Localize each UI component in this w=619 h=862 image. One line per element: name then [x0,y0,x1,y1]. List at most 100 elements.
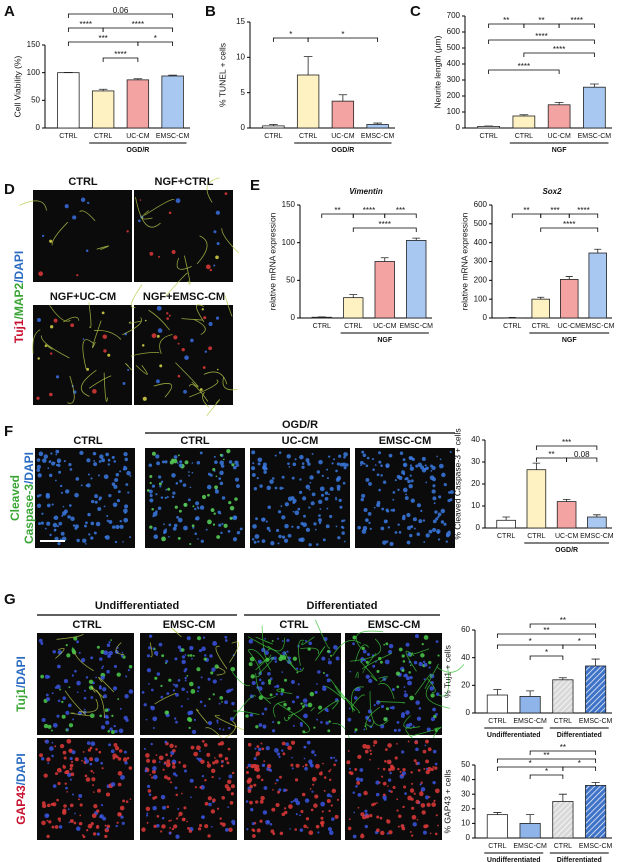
cell [123,452,128,457]
y-tick-label: 60 [461,625,470,634]
cell [145,718,148,721]
cell [43,454,49,459]
cell [85,484,88,487]
cell [122,757,128,762]
cell [249,800,253,805]
cell [207,796,212,801]
significance-label: 0.06 [113,6,129,15]
cell [196,460,201,465]
cell [41,803,47,809]
cell [335,469,338,473]
cell [146,812,149,815]
cell [302,496,307,501]
cell [115,824,118,828]
cell [411,457,416,461]
cell [394,479,397,482]
cell [384,759,387,763]
neurite [90,686,105,699]
neurite [232,695,257,720]
cell [430,464,433,468]
cell [251,473,256,477]
cell [368,521,371,525]
cell [362,743,367,749]
cell [153,650,159,656]
y-tick-label: 10 [461,819,470,828]
neurite [229,641,240,663]
cell [65,786,68,790]
cell [420,653,425,658]
image-label: CTRL [180,435,210,447]
y-tick-label: 300 [447,75,461,84]
stain: Tuj1 [12,319,26,343]
cell [209,654,213,658]
cell [373,740,378,745]
cell [151,769,156,774]
cell [253,757,257,761]
cell [68,723,74,728]
cell [328,778,332,782]
cell [256,774,261,779]
cell [51,692,54,695]
cell [407,680,412,686]
x-tick-label: CTRL [264,133,282,140]
cell [63,679,69,684]
cell [169,826,171,829]
cell [182,764,187,768]
cell [269,677,273,681]
cell [275,802,280,807]
significance-label: * [529,759,532,768]
cell [139,199,142,201]
cell [308,488,311,491]
neurite [255,658,268,671]
cell [61,514,64,517]
bar [343,297,364,319]
significance-label: **** [518,62,530,71]
cell [324,491,329,495]
cell [362,649,367,654]
cell [58,521,63,526]
cell [304,640,307,642]
cell [124,457,129,462]
significance-label: **** [80,20,92,29]
y-tick-label: 0 [291,313,296,322]
side-label: Cleaved [8,475,22,521]
cell [284,810,288,815]
cell [219,817,222,820]
y-tick-label: 400 [447,59,461,68]
cell [158,761,161,763]
cell [291,700,295,704]
cell [416,761,420,765]
cell [162,768,165,771]
cell [218,702,221,705]
cell [326,477,329,480]
cell [194,786,198,789]
cell [172,749,176,753]
cell [221,761,224,764]
cell [387,743,392,748]
bar [311,316,332,319]
cell [173,455,178,459]
cell [311,750,315,754]
cell [221,522,224,525]
cell [402,458,406,462]
cell [158,482,162,486]
cell [383,643,386,646]
cell [52,722,58,728]
cell [296,667,299,670]
cell [84,759,90,764]
cell [99,657,103,661]
cell [270,541,275,546]
bar [296,74,320,129]
neurite [141,210,153,220]
cell [447,499,451,503]
cell [382,793,386,797]
x-tick-label: UC-CM [555,533,578,540]
cell [327,660,332,665]
error-bar [537,296,545,300]
cell [69,757,73,761]
cell [85,249,89,253]
cell [396,474,401,479]
cell [63,460,66,463]
cell [188,829,193,833]
cell [76,680,81,686]
